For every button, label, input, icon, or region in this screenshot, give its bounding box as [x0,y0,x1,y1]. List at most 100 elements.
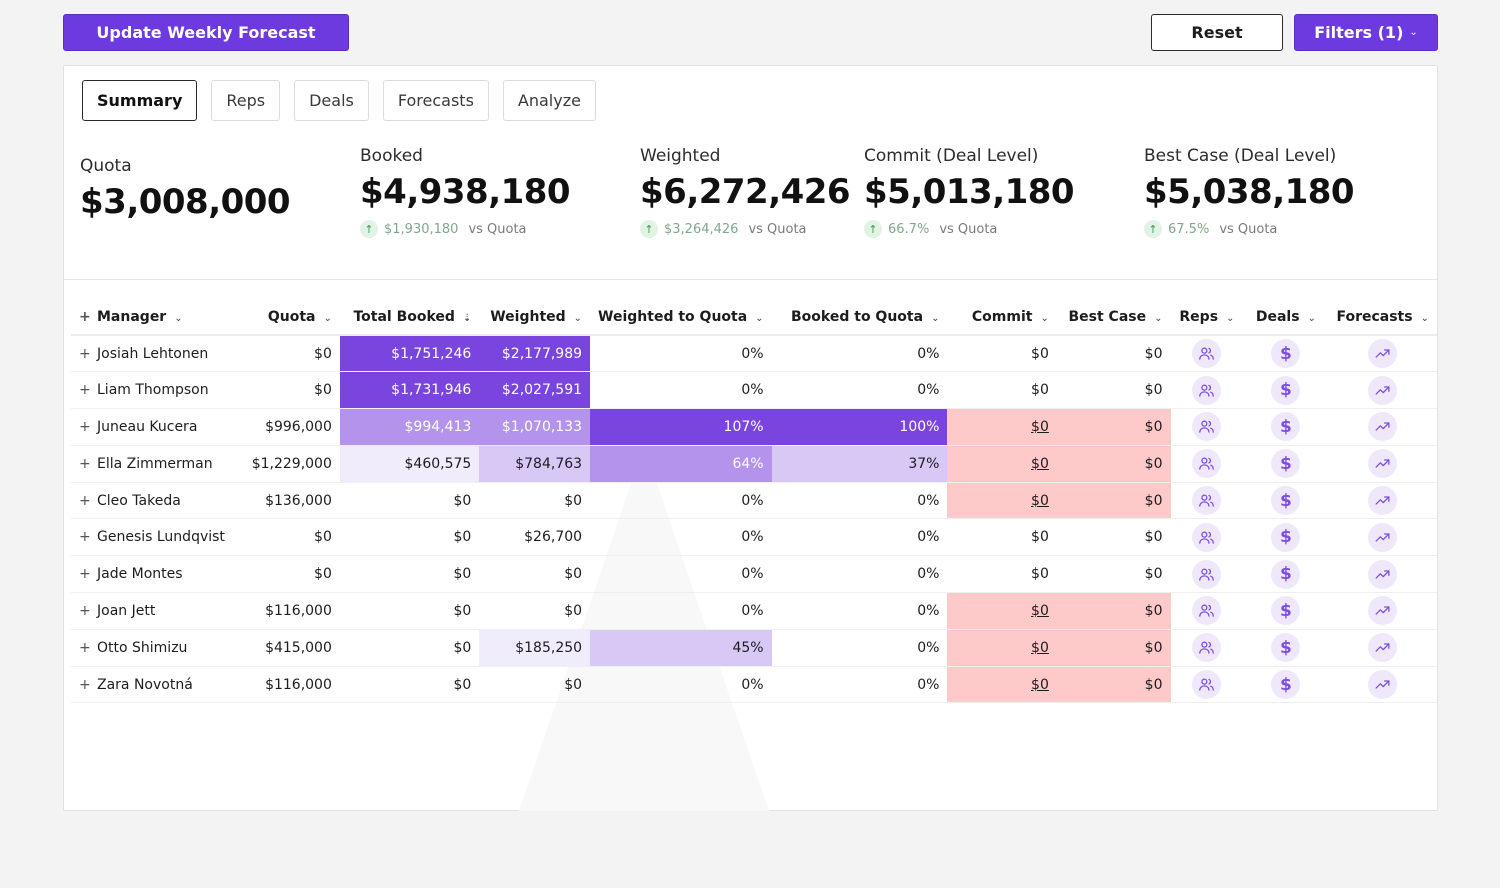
cell-manager[interactable]: + Joan Jett [71,592,233,630]
col-booked-to-quota[interactable]: Booked to Quota ⌄ [771,299,948,336]
trend-up-icon[interactable] [1368,375,1398,405]
plus-icon[interactable]: + [79,529,91,546]
manager-name[interactable]: Ella Zimmerman [97,455,213,472]
users-icon[interactable] [1192,339,1222,369]
metric-delta: ↑ 66.7% vs Quota [864,220,1074,238]
manager-name[interactable]: Genesis Lundqvist [97,529,225,546]
trend-up-icon[interactable] [1368,670,1398,700]
cell-commit[interactable]: $0 [947,592,1057,630]
chevron-down-icon[interactable]: ⌄ [1040,312,1049,324]
dollar-icon[interactable]: $ [1271,596,1301,626]
plus-icon[interactable]: + [79,308,91,325]
plus-icon[interactable]: + [79,602,91,619]
trend-up-icon[interactable] [1368,486,1398,516]
users-icon[interactable] [1192,522,1222,552]
manager-name[interactable]: Juneau Kucera [97,418,198,435]
trend-up-icon[interactable] [1368,522,1398,552]
col-manager[interactable]: + Manager ⌄ [71,299,233,336]
chevron-down-icon[interactable]: ⌄ [1226,312,1235,324]
cell-manager[interactable]: + Josiah Lehtonen [71,335,233,373]
dollar-icon[interactable]: $ [1271,486,1301,516]
chevron-down-icon[interactable]: ⌄ [755,312,764,324]
chevron-down-icon[interactable]: ⌄ [1420,312,1429,324]
cell-commit[interactable]: $0 [947,666,1057,704]
dollar-icon[interactable]: $ [1271,559,1301,589]
col-deals[interactable]: Deals ⌄ [1243,299,1329,336]
reset-button[interactable]: Reset [1151,14,1283,51]
chevron-down-icon[interactable]: ⌄ [931,312,940,324]
manager-name[interactable]: Jade Montes [97,566,183,583]
plus-icon[interactable]: + [79,676,91,693]
tab-reps[interactable]: Reps [211,80,281,121]
col-weighted[interactable]: Weighted ⌄ [479,299,591,336]
dollar-icon[interactable]: $ [1271,670,1301,700]
dollar-icon[interactable]: $ [1271,449,1301,479]
manager-name[interactable]: Liam Thompson [97,382,209,399]
plus-icon[interactable]: + [79,566,91,583]
manager-name[interactable]: Cleo Takeda [97,492,181,509]
col-quota[interactable]: Quota ⌄ [232,299,340,336]
col-weighted-to-quota[interactable]: Weighted to Quota ⌄ [590,299,772,336]
cell-commit[interactable]: $0 [947,408,1057,446]
chevron-down-icon[interactable]: ⌄ [1307,312,1316,324]
tab-analyze[interactable]: Analyze [502,80,596,121]
plus-icon[interactable]: + [79,345,91,362]
filters-button[interactable]: Filters (1) ⌄ [1294,14,1438,51]
chevron-down-icon[interactable]: ⌄ [323,312,332,324]
plus-icon[interactable]: + [79,639,91,656]
col-reps[interactable]: Reps ⌄ [1170,299,1244,336]
cell-manager[interactable]: + Genesis Lundqvist [71,518,233,557]
manager-name[interactable]: Joan Jett [97,602,156,619]
trend-up-icon[interactable] [1368,559,1398,589]
trend-up-icon[interactable] [1368,339,1398,369]
cell-commit[interactable]: $0 [947,629,1057,667]
users-icon[interactable] [1192,596,1222,626]
trend-up-icon[interactable] [1368,449,1398,479]
dollar-icon[interactable]: $ [1271,633,1301,663]
cell-forecasts [1328,629,1437,667]
cell-commit: $0 [947,555,1057,594]
cell-commit[interactable]: $0 [947,445,1057,483]
col-total-booked[interactable]: Total Booked ⇣ [339,299,480,336]
col-commit[interactable]: Commit ⌄ [947,299,1057,336]
cell-manager[interactable]: + Jade Montes [71,555,233,594]
users-icon[interactable] [1192,633,1222,663]
dollar-icon[interactable]: $ [1271,412,1301,442]
cell-manager[interactable]: + Juneau Kucera [71,408,233,446]
cell-manager[interactable]: + Zara Novotná [71,666,233,704]
users-icon[interactable] [1192,375,1222,405]
cell-manager[interactable]: + Cleo Takeda [71,482,233,520]
sort-descending-icon[interactable]: ⇣ [462,312,472,324]
cell-commit[interactable]: $0 [947,482,1057,520]
cell-manager[interactable]: + Ella Zimmerman [71,445,233,483]
cell-manager[interactable]: + Liam Thompson [71,371,233,410]
trend-up-icon[interactable] [1368,633,1398,663]
dollar-icon[interactable]: $ [1271,522,1301,552]
chevron-down-icon[interactable]: ⌄ [573,312,583,324]
tab-forecasts[interactable]: Forecasts [382,80,489,121]
users-icon[interactable] [1192,412,1222,442]
manager-name[interactable]: Josiah Lehtonen [97,345,209,362]
chevron-down-icon[interactable]: ⌄ [1154,312,1163,324]
users-icon[interactable] [1192,449,1222,479]
update-weekly-forecast-button[interactable]: Update Weekly Forecast [63,14,349,51]
tab-summary[interactable]: Summary [82,80,198,121]
plus-icon[interactable]: + [79,418,91,435]
tab-deals[interactable]: Deals [294,80,369,121]
dollar-icon[interactable]: $ [1271,339,1301,369]
chevron-down-icon[interactable]: ⌄ [174,312,183,324]
col-forecasts[interactable]: Forecasts ⌄ [1328,299,1437,336]
users-icon[interactable] [1192,486,1222,516]
plus-icon[interactable]: + [79,492,91,509]
col-best-case[interactable]: Best Case ⌄ [1056,299,1171,336]
dollar-icon[interactable]: $ [1271,375,1301,405]
plus-icon[interactable]: + [79,382,91,399]
manager-name[interactable]: Zara Novotná [97,676,193,693]
trend-up-icon[interactable] [1368,596,1398,626]
manager-name[interactable]: Otto Shimizu [97,639,188,656]
users-icon[interactable] [1192,670,1222,700]
trend-up-icon[interactable] [1368,412,1398,442]
cell-manager[interactable]: + Otto Shimizu [71,629,233,667]
users-icon[interactable] [1192,559,1222,589]
plus-icon[interactable]: + [79,455,91,472]
